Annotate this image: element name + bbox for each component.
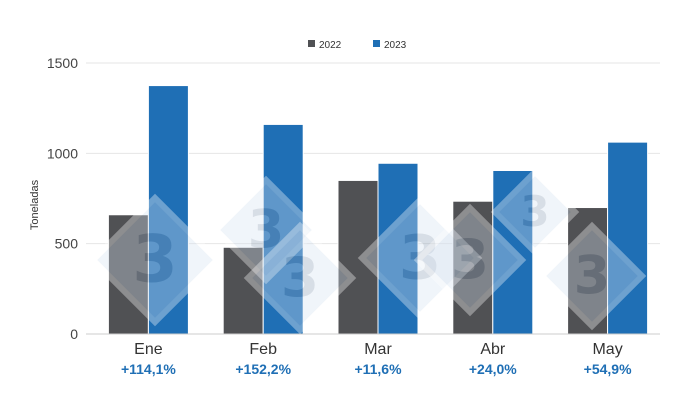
- bar-2022-Ene: [107, 214, 149, 335]
- legend-label-2023: 2023: [384, 40, 407, 51]
- svg-text:3: 3: [132, 223, 177, 298]
- watermark-logos: 3333333: [88, 167, 647, 335]
- bar-2023-May: [607, 141, 649, 335]
- legend-swatch-2023: [373, 40, 380, 47]
- y-tick-label: 1500: [47, 55, 78, 71]
- y-tick-label: 1000: [47, 145, 78, 161]
- x-tick-labels: Ene Feb Mar Abr May: [134, 341, 623, 358]
- growth-label: +152,2%: [235, 361, 291, 377]
- svg-text:3: 3: [574, 246, 611, 307]
- watermark-logo: 3: [357, 195, 483, 321]
- watermark-logo: 3: [211, 175, 321, 285]
- watermark-logo: 3: [537, 221, 647, 331]
- growth-labels: +114,1% +152,2% +11,6% +24,0% +54,9%: [121, 361, 632, 377]
- watermark-logo: 3: [243, 221, 357, 335]
- bar-2023-Ene: [147, 85, 189, 335]
- bar-2023-Abr: [492, 169, 534, 335]
- x-tick-label: Ene: [134, 341, 163, 358]
- y-tick-labels: 0 500 1000 1500: [47, 55, 78, 342]
- svg-text:3: 3: [451, 227, 489, 291]
- watermark-logo: 3: [490, 167, 580, 257]
- growth-label: +114,1%: [121, 361, 176, 377]
- legend-label-2022: 2022: [319, 40, 342, 51]
- y-tick-label: 0: [70, 326, 78, 342]
- x-tick-label: Mar: [364, 341, 392, 358]
- bar-2022-Feb: [222, 246, 264, 335]
- svg-text:3: 3: [281, 245, 319, 309]
- watermark-logo: 3: [413, 203, 527, 317]
- watermark-logo: 3: [88, 193, 222, 327]
- bar-2022-Abr: [452, 200, 494, 335]
- x-tick-label: Abr: [480, 341, 506, 358]
- x-tick-label: May: [592, 341, 622, 358]
- legend: 2022 2023: [308, 40, 407, 51]
- x-tick-label: Feb: [249, 341, 277, 358]
- growth-label: +24,0%: [469, 361, 517, 377]
- y-axis-label: Toneladas: [29, 179, 41, 230]
- y-tick-label: 500: [55, 236, 79, 252]
- bars: [107, 85, 649, 335]
- growth-label: +54,9%: [584, 361, 632, 377]
- svg-text:3: 3: [520, 187, 549, 236]
- growth-label: +11,6%: [354, 361, 402, 377]
- legend-swatch-2022: [308, 40, 315, 47]
- bar-2022-May: [567, 207, 609, 335]
- svg-text:3: 3: [399, 222, 441, 293]
- svg-text:3: 3: [248, 200, 285, 261]
